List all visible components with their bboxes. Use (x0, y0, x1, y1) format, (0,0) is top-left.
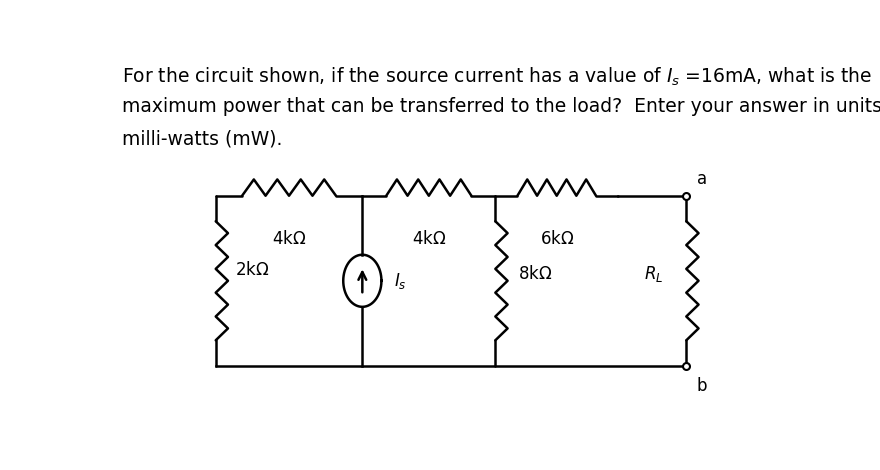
Text: 4k$\Omega$: 4k$\Omega$ (412, 230, 446, 248)
Text: 4k$\Omega$: 4k$\Omega$ (272, 230, 306, 248)
Text: 8k$\Omega$: 8k$\Omega$ (517, 265, 552, 282)
Text: maximum power that can be transferred to the load?  Enter your answer in units o: maximum power that can be transferred to… (122, 97, 880, 116)
Text: 6k$\Omega$: 6k$\Omega$ (539, 230, 574, 248)
Text: 2k$\Omega$: 2k$\Omega$ (235, 261, 269, 279)
Text: $R_L$: $R_L$ (644, 264, 664, 283)
Text: $\mathit{I}_s$: $\mathit{I}_s$ (393, 271, 407, 291)
Text: For the circuit shown, if the source current has a value of $\mathit{I_s}$ =16mA: For the circuit shown, if the source cur… (122, 65, 873, 88)
Text: a: a (697, 171, 707, 188)
Text: milli-watts (mW).: milli-watts (mW). (122, 129, 282, 148)
Text: b: b (697, 376, 707, 395)
